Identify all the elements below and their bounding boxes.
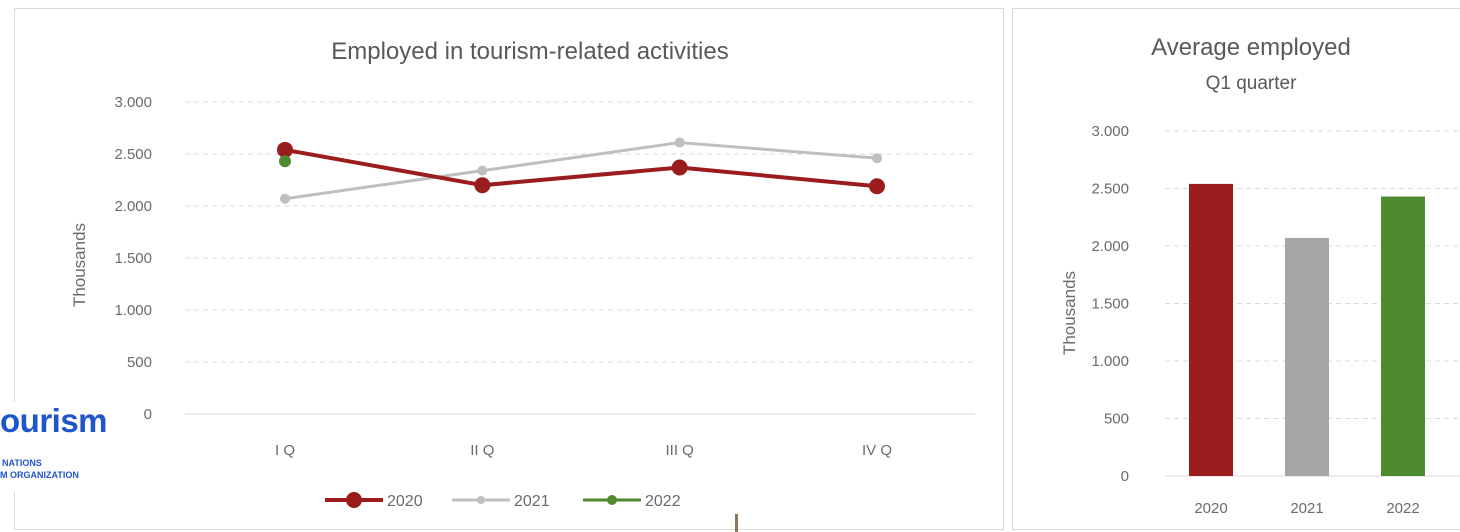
bar-chart-y-tick-label: 1.500 [1091, 296, 1129, 313]
line-chart-y-tick-label: 3.000 [114, 94, 152, 111]
line-chart-y-tick-label: 1.000 [114, 302, 152, 319]
line-chart-title: Employed in tourism-related activities [331, 38, 729, 65]
line-chart-y-tick-label: 0 [144, 406, 152, 423]
bar-2020 [1189, 183, 1233, 476]
line-chart-y-tick-label: 2.500 [114, 146, 152, 163]
bar-chart-y-tick-label: 2.500 [1091, 181, 1129, 198]
bar-chart-y-axis-label: Thousands [1060, 271, 1079, 355]
line-point-2022 [279, 155, 291, 168]
line-chart-y-tick-label: 2.000 [114, 198, 152, 215]
bar-chart-bars [1189, 183, 1425, 477]
text-cursor-mark [735, 514, 738, 532]
bar-chart-x-tick-label: 2022 [1386, 500, 1419, 517]
bar-chart-x-tick-label: 2020 [1194, 500, 1227, 517]
line-point-2021 [872, 153, 882, 164]
line-point-2020 [277, 141, 293, 158]
line-chart-y-ticks: 0 500 1.000 1.500 2.000 2.500 3.000 [114, 94, 152, 423]
legend-label-2020: 2020 [387, 493, 423, 510]
line-chart-series [277, 137, 885, 204]
un-tourism-logo: ourism NATIONS M ORGANIZATION [0, 402, 108, 492]
line-chart-gridlines [185, 101, 975, 415]
line-point-2021 [280, 193, 290, 204]
legend-marker-2022 [607, 495, 617, 505]
bar-chart-title: Average employed [1151, 34, 1351, 61]
logo-wordmark: ourism [0, 402, 108, 439]
line-chart-x-tick-label: III Q [665, 442, 693, 459]
line-point-2021 [674, 137, 685, 148]
bar-chart-x-ticks: 2020 2021 2022 [1194, 500, 1419, 517]
line-chart-y-tick-label: 1.500 [114, 250, 152, 267]
bar-chart-y-ticks: 0 500 1.000 1.500 2.000 2.500 3.000 [1091, 123, 1129, 485]
line-point-2020 [671, 159, 688, 176]
line-point-2020 [474, 177, 491, 194]
bar-chart: Average employed Q1 quarter Thousands 0 5… [1060, 34, 1460, 517]
logo-subtext-line2: M ORGANIZATION [0, 470, 79, 480]
line-chart-x-ticks: I Q II Q III Q IV Q [275, 442, 892, 459]
line-chart-x-tick-label: IV Q [862, 442, 892, 459]
line-chart-x-tick-label: II Q [470, 442, 494, 459]
bar-2022 [1381, 196, 1425, 477]
line-chart-y-axis-label: Thousands [70, 223, 89, 307]
line-chart: Employed in tourism-related activities T… [70, 38, 975, 510]
line-point-2021 [477, 165, 488, 176]
bar-2021 [1285, 237, 1329, 476]
line-chart-legend: 2020 2021 2022 [325, 492, 681, 510]
bar-chart-y-tick-label: 500 [1104, 411, 1129, 428]
line-series-2021 [284, 141, 878, 201]
logo-subtext-line1: NATIONS [2, 458, 42, 468]
bar-chart-x-tick-label: 2021 [1290, 500, 1323, 517]
line-chart-panel: Employed in tourism-related activities T… [14, 8, 1004, 530]
bar-chart-y-tick-label: 0 [1121, 468, 1129, 485]
bar-chart-y-tick-label: 1.000 [1091, 353, 1129, 370]
line-chart-x-tick-label: I Q [275, 442, 295, 459]
bar-chart-panel: Average employed Q1 quarter Thousands 0 5… [1012, 8, 1460, 530]
line-chart-y-tick-label: 500 [127, 354, 152, 371]
legend-label-2022: 2022 [645, 493, 681, 510]
legend-marker-2020 [346, 492, 362, 508]
line-series-2020 [284, 147, 878, 189]
bar-chart-subtitle: Q1 quarter [1206, 73, 1297, 94]
bar-chart-y-tick-label: 2.000 [1091, 238, 1129, 255]
line-point-2020 [869, 178, 885, 195]
legend-marker-2021 [477, 496, 485, 504]
bar-chart-y-tick-label: 3.000 [1091, 123, 1129, 140]
legend-label-2021: 2021 [514, 493, 550, 510]
